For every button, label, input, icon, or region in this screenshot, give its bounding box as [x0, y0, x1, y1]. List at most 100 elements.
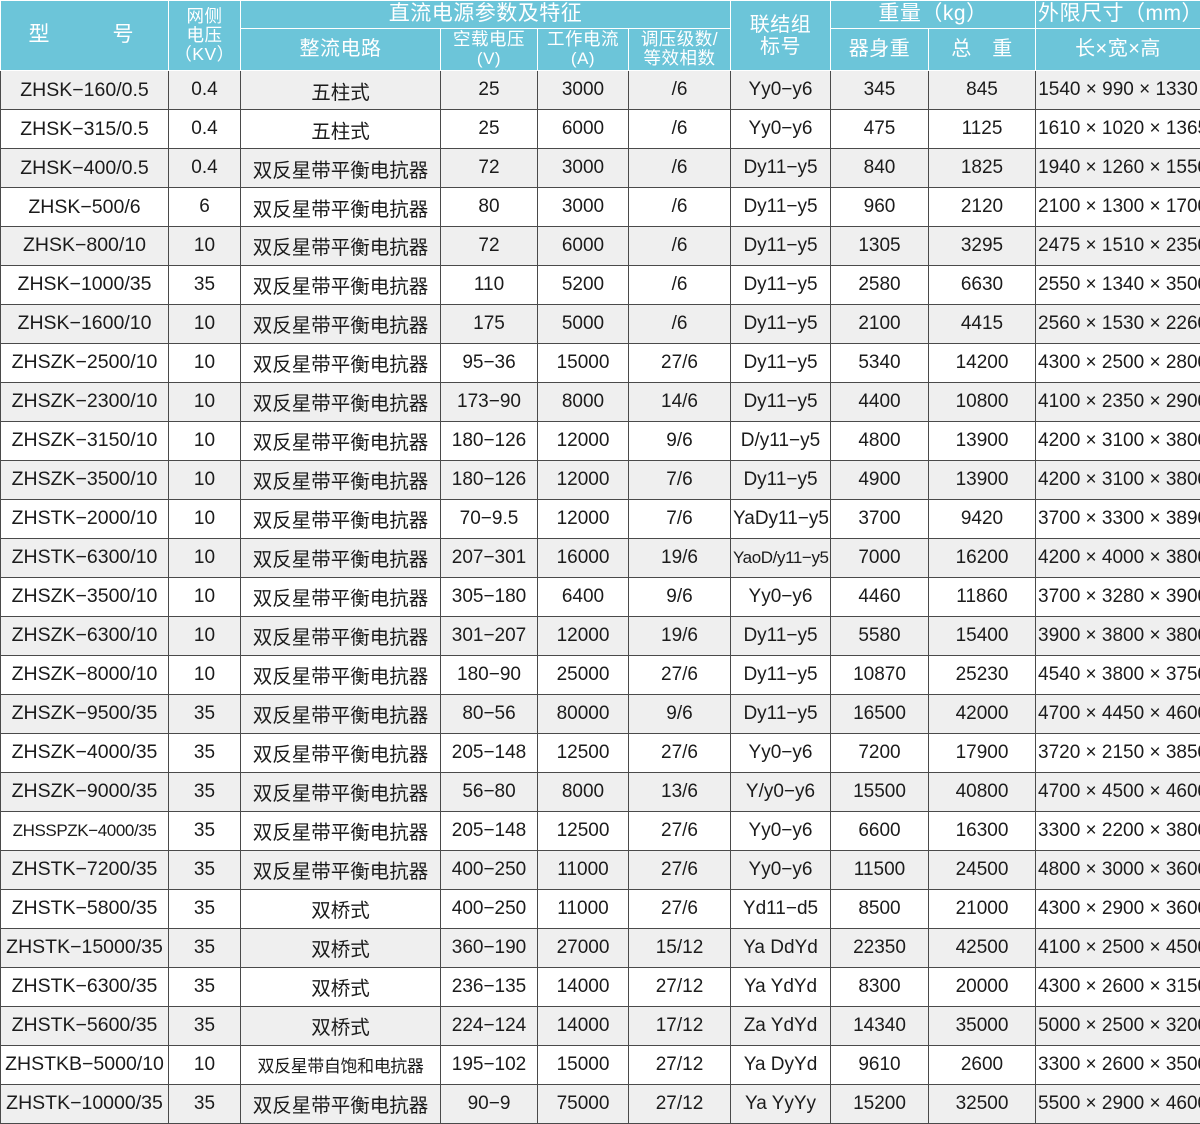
cell-body: 7000 — [830, 537, 929, 578]
cell-current: 8000 — [537, 771, 629, 812]
header-working-current-unit: (A) — [570, 49, 596, 69]
cell-total: 1125 — [928, 109, 1036, 150]
header-no-load-voltage-text: 空载电压 — [453, 28, 525, 49]
cell-rectifier: 双反星带平衡电抗器 — [240, 381, 441, 422]
cell-kv: 35 — [168, 693, 241, 734]
cell-no-load: 180−126 — [440, 459, 538, 500]
header-row-2: 整流电路 空载电压 (V) 工作电流 (A) 调压级数/ 等效相数 器身重 总 … — [1, 27, 1200, 72]
cell-total: 24500 — [928, 849, 1036, 890]
cell-dim: 3900 × 3800 × 3800 — [1035, 615, 1200, 656]
cell-rectifier: 双反星带平衡电抗器 — [240, 264, 441, 305]
cell-dim: 4300 × 2600 × 3150 — [1035, 966, 1200, 1007]
cell-model: ZHSK−1600/10 — [0, 303, 169, 344]
table-row: ZHSTK−10000/35 35 双反星带平衡电抗器 90−9 75000 27/12 Y… — [0, 1083, 1200, 1124]
cell-current: 75000 — [537, 1083, 629, 1124]
cell-rectifier: 双反星带平衡电抗器 — [240, 693, 441, 734]
cell-current: 6400 — [537, 576, 629, 617]
cell-rectifier: 双反星带平衡电抗器 — [240, 1083, 441, 1124]
cell-conn: YaoD/y11−y5 — [730, 537, 831, 578]
cell-conn: Dy11−y5 — [730, 148, 831, 189]
cell-no-load: 180−90 — [440, 654, 538, 695]
cell-conn: Dy11−y5 — [730, 381, 831, 422]
cell-conn: Yd11−d5 — [730, 888, 831, 929]
cell-steps: 27/12 — [628, 966, 731, 1007]
cell-steps: 27/6 — [628, 732, 731, 773]
cell-dim: 2550 × 1340 × 3500 — [1035, 264, 1200, 305]
cell-model: ZHSK−400/0.5 — [0, 148, 169, 189]
cell-total: 35000 — [928, 1005, 1036, 1046]
cell-dim: 4540 × 3800 × 3750 — [1035, 654, 1200, 695]
cell-model: ZHSTK−7200/35 — [0, 849, 169, 890]
cell-body: 840 — [830, 148, 929, 189]
cell-steps: 27/6 — [628, 888, 731, 929]
cell-current: 3000 — [537, 148, 629, 189]
cell-rectifier: 双桥式 — [240, 1005, 441, 1046]
cell-total: 15400 — [928, 615, 1036, 656]
cell-body: 15500 — [830, 771, 929, 812]
cell-no-load: 180−126 — [440, 420, 538, 461]
cell-rectifier: 五柱式 — [240, 109, 441, 150]
cell-steps: /6 — [628, 264, 731, 305]
cell-no-load: 72 — [440, 148, 538, 189]
cell-dim: 4300 × 2500 × 2800 — [1035, 342, 1200, 383]
cell-body: 15200 — [830, 1083, 929, 1124]
cell-kv: 10 — [168, 226, 241, 266]
table-row: ZHSK−1000/35 35 双反星带平衡电抗器 110 5200/6 Dy11−y5 2… — [0, 264, 1200, 305]
cell-total: 1825 — [928, 148, 1036, 189]
cell-rectifier: 双反星带平衡电抗器 — [240, 498, 441, 539]
cell-current: 11000 — [537, 888, 629, 929]
table-row: ZHSK−160/0.5 0.4 五柱式 25 3000/6 Yy0−y6 345 845 15… — [0, 70, 1200, 111]
cell-kv: 35 — [168, 264, 241, 305]
cell-total: 40800 — [928, 771, 1036, 812]
cell-rectifier: 双反星带平衡电抗器 — [240, 732, 441, 773]
cell-dim: 2100 × 1300 × 1700 — [1035, 187, 1200, 227]
header-voltage-steps-line2: 等效相数 — [643, 48, 716, 69]
cell-rectifier: 双反星带平衡电抗器 — [240, 810, 441, 851]
cell-rectifier: 双反星带平衡电抗器 — [240, 226, 441, 266]
cell-current: 16000 — [537, 537, 629, 578]
header-weight-group: 重量（kg） — [830, 0, 1036, 29]
table-row: ZHSZK−9000/35 35 双反星带平衡电抗器 56−80 8000 13/6 Y/y… — [0, 771, 1200, 812]
cell-body: 8300 — [830, 966, 929, 1007]
cell-conn: Dy11−y5 — [730, 693, 831, 734]
cell-body: 4460 — [830, 576, 929, 617]
cell-rectifier: 双反星带平衡电抗器 — [240, 537, 441, 578]
cell-body: 7200 — [830, 732, 929, 773]
cell-steps: 19/6 — [628, 537, 731, 578]
cell-model: ZHSTK−10000/35 — [0, 1083, 169, 1124]
cell-current: 14000 — [537, 1005, 629, 1046]
cell-dim: 4700 × 4500 × 4600 — [1035, 771, 1200, 812]
header-grid-voltage-unit: （KV） — [174, 44, 235, 65]
cell-steps: 9/6 — [628, 420, 731, 461]
cell-conn: Ya DdYd — [730, 927, 831, 968]
cell-model: ZHSTK−5600/35 — [0, 1005, 169, 1046]
cell-current: 11000 — [537, 849, 629, 890]
cell-body: 3700 — [830, 498, 929, 539]
cell-kv: 10 — [168, 615, 241, 656]
cell-steps: 27/6 — [628, 810, 731, 851]
table-row: ZHSTK−5600/35 35 双桥式 224−124 14000 17/12 Za Yd… — [0, 1005, 1200, 1046]
cell-kv: 10 — [168, 420, 241, 461]
cell-kv: 35 — [168, 1005, 241, 1046]
cell-conn: Ya YdYd — [730, 966, 831, 1007]
cell-model: ZHSTK−15000/35 — [0, 927, 169, 968]
cell-steps: 7/6 — [628, 459, 731, 500]
cell-steps: /6 — [628, 148, 731, 189]
cell-body: 345 — [830, 70, 929, 111]
cell-steps: 17/12 — [628, 1005, 731, 1046]
cell-model: ZHSTK−5800/35 — [0, 888, 169, 929]
cell-dim: 1540 × 990 × 1330 — [1035, 70, 1200, 111]
cell-steps: 27/6 — [628, 654, 731, 695]
cell-total: 13900 — [928, 459, 1036, 500]
cell-model: ZHSK−160/0.5 — [0, 70, 169, 111]
cell-conn: Dy11−y5 — [730, 264, 831, 305]
table-row: ZHSZK−8000/10 10 双反星带平衡电抗器 180−90 25000 27/6 D… — [0, 654, 1200, 695]
cell-current: 12500 — [537, 732, 629, 773]
header-no-load-voltage-unit: (V) — [476, 49, 502, 69]
cell-dim: 4200 × 4000 × 3800 — [1035, 537, 1200, 578]
cell-body: 11500 — [830, 849, 929, 890]
cell-no-load: 400−250 — [440, 849, 538, 890]
cell-total: 845 — [928, 70, 1036, 111]
cell-dim: 4100 × 2350 × 2900 — [1035, 381, 1200, 422]
header-total-weight: 总 重 — [928, 27, 1036, 72]
